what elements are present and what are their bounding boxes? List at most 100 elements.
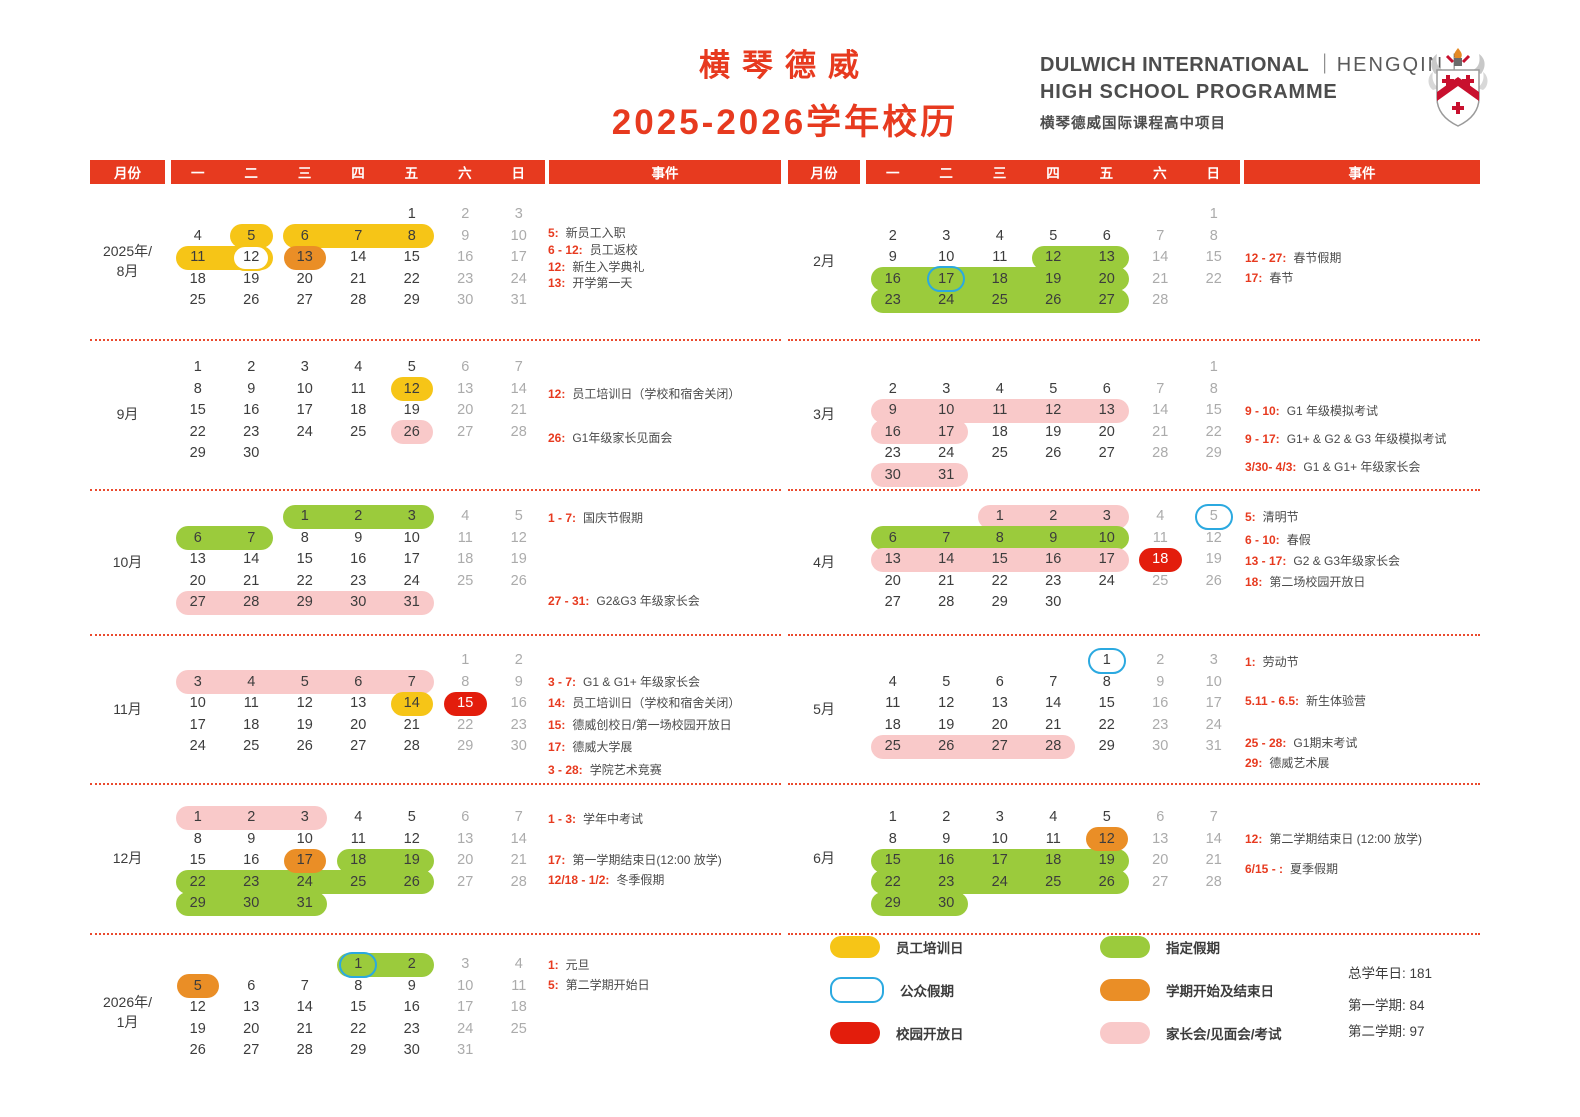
calendar-day: 25 bbox=[457, 572, 474, 589]
event-line: 12: 第二学期结束日 (12:00 放学) bbox=[1245, 831, 1422, 847]
calendar-day: 15 bbox=[350, 999, 367, 1015]
highlight-range bbox=[283, 224, 434, 249]
month-section: 11月 1 2 3 4 5 6 7 8 9 10 11 12 13 14 15 16 17 18 19 20 21 22 23… bbox=[90, 636, 781, 785]
calendar-day: 18 bbox=[350, 402, 367, 418]
calendar-day: 22 bbox=[403, 270, 420, 287]
calendar-day: 6 bbox=[461, 809, 470, 825]
event-date: 13: bbox=[548, 276, 566, 290]
event-text: G1 & G1+ 年级家长会 bbox=[583, 675, 701, 689]
calendar-day: 29 bbox=[296, 594, 313, 610]
calendar-day: 8 bbox=[1209, 227, 1218, 244]
month-label: 3月 bbox=[788, 341, 860, 489]
weekday-header-cell: 二 bbox=[244, 166, 258, 181]
logo-line3: 横琴德威国际课程高中项目 bbox=[1040, 116, 1226, 132]
calendar-day: 21 bbox=[296, 1020, 313, 1037]
highlight-range bbox=[336, 848, 434, 873]
calendar-day: 15 bbox=[403, 249, 420, 265]
event-line: 15: 德威创校日/第一场校园开放日 bbox=[548, 717, 732, 733]
calendar-day: 2 bbox=[461, 206, 470, 222]
calendar-day: 11 bbox=[190, 249, 206, 265]
event-date: 12/18 - 1/2: bbox=[548, 873, 610, 887]
calendar-day: 11 bbox=[1152, 529, 1168, 546]
calendar-day: 25 bbox=[189, 292, 206, 308]
calendar-day: 6 bbox=[1102, 380, 1111, 397]
calendar-day: 10 bbox=[1098, 529, 1115, 546]
event-line: 5: 清明节 bbox=[1245, 509, 1299, 525]
calendar-day: 11 bbox=[1045, 830, 1061, 847]
event-line: 1 - 7: 国庆节假期 bbox=[548, 510, 643, 526]
calendar-day: 19 bbox=[938, 716, 955, 733]
calendar-day: 26 bbox=[938, 738, 955, 754]
calendar-day: 12 bbox=[296, 695, 313, 711]
calendar-day: 23 bbox=[938, 873, 955, 890]
calendar-day: 7 bbox=[1209, 809, 1218, 825]
calendar-day: 18 bbox=[243, 716, 260, 733]
calendar-day: 24 bbox=[296, 423, 313, 440]
highlight-ring bbox=[232, 244, 271, 271]
calendar-column-right: 月份 一二三四五六日 事件 2月 1 2 3 4 5 6 7 8 9 10 11 12 13 14 15 16 1… bbox=[788, 160, 1480, 935]
highlight-range bbox=[176, 891, 327, 916]
calendar-day: 16 bbox=[884, 270, 901, 287]
calendar-day: 25 bbox=[350, 873, 367, 890]
calendar-day: 7 bbox=[354, 227, 363, 244]
month-label: 5月 bbox=[788, 636, 860, 783]
highlight-range bbox=[176, 670, 434, 695]
event-line: 9 - 10: G1 年级模拟考试 bbox=[1245, 403, 1378, 419]
calendar-day: 4 bbox=[995, 227, 1004, 244]
calendar-day: 2 bbox=[354, 508, 363, 524]
month-events: 12: 第二学期结束日 (12:00 放学) 6/15 - : 夏季假期 bbox=[1245, 785, 1480, 933]
month-events: 5: 清明节 6 - 10: 春假 13 - 17: G2 & G3年级家长会 18: 第二场… bbox=[1245, 491, 1480, 634]
calendar-day: 14 bbox=[1045, 695, 1062, 711]
calendar-day: 18 bbox=[991, 270, 1008, 287]
calendar-day: 27 bbox=[296, 292, 313, 308]
month-events: 12: 员工培训日（学校和宿舍关闭） 26: G1年级家长见面会 bbox=[548, 341, 783, 489]
calendar-day: 13 bbox=[189, 551, 206, 567]
calendar-day: 17 bbox=[457, 999, 474, 1015]
calendar-day: 10 bbox=[991, 830, 1008, 847]
calendar-day: 26 bbox=[1205, 572, 1222, 589]
calendar-day: 10 bbox=[510, 227, 527, 244]
calendar-day: 15 bbox=[1205, 402, 1222, 418]
calendar-day: 4 bbox=[461, 508, 470, 524]
calendar-day: 26 bbox=[1045, 292, 1062, 308]
calendar-day: 6 bbox=[995, 673, 1004, 690]
calendar-day: 8 bbox=[407, 227, 416, 244]
calendar-day: 22 bbox=[1205, 423, 1222, 440]
calendar-day: 5 bbox=[1209, 508, 1218, 524]
calendar-day: 24 bbox=[1098, 572, 1115, 589]
calendar-day: 28 bbox=[938, 594, 955, 610]
calendar-day: 6 bbox=[1156, 809, 1165, 825]
event-date: 3 - 7: bbox=[548, 675, 577, 689]
calendar-day: 12 bbox=[938, 695, 955, 711]
calendar-day: 8 bbox=[1102, 673, 1111, 690]
calendar-day: 12 bbox=[1045, 402, 1062, 418]
calendar-day: 19 bbox=[1205, 551, 1222, 567]
calendar-day: 23 bbox=[884, 292, 901, 308]
calendar-day: 7 bbox=[247, 529, 256, 546]
calendar-day: 4 bbox=[354, 809, 363, 825]
event-line: 6/15 - : 夏季假期 bbox=[1245, 861, 1338, 877]
calendar-day: 11 bbox=[457, 529, 473, 546]
calendar-day: 9 bbox=[1156, 673, 1165, 690]
calendar-day: 30 bbox=[1152, 738, 1169, 754]
calendar-day: 30 bbox=[884, 466, 901, 483]
calendar-day: 3 bbox=[995, 809, 1004, 825]
event-line: 13: 开学第一天 bbox=[548, 275, 632, 291]
term2-days: 第二学期: 97 bbox=[1348, 1024, 1425, 1039]
calendar-day: 13 bbox=[1098, 249, 1115, 265]
calendar-day: 1 bbox=[461, 652, 470, 668]
calendar-day: 19 bbox=[403, 852, 420, 868]
calendar-day: 6 bbox=[247, 977, 256, 994]
legend-swatch-term-start-end bbox=[1100, 979, 1150, 1001]
calendar-day: 12 bbox=[1098, 830, 1115, 847]
calendar-day: 27 bbox=[457, 873, 474, 890]
month-label: 6月 bbox=[788, 785, 860, 933]
legend-label: 校园开放日 bbox=[896, 1027, 964, 1042]
month-label: 10月 bbox=[90, 491, 165, 634]
calendar-day: 6 bbox=[354, 673, 363, 690]
event-date: 18: bbox=[1245, 575, 1263, 589]
month-label-line: 8月 bbox=[116, 262, 139, 279]
calendar-day: 22 bbox=[884, 873, 901, 890]
highlight-range bbox=[283, 504, 434, 529]
calendar-day: 24 bbox=[938, 445, 955, 461]
